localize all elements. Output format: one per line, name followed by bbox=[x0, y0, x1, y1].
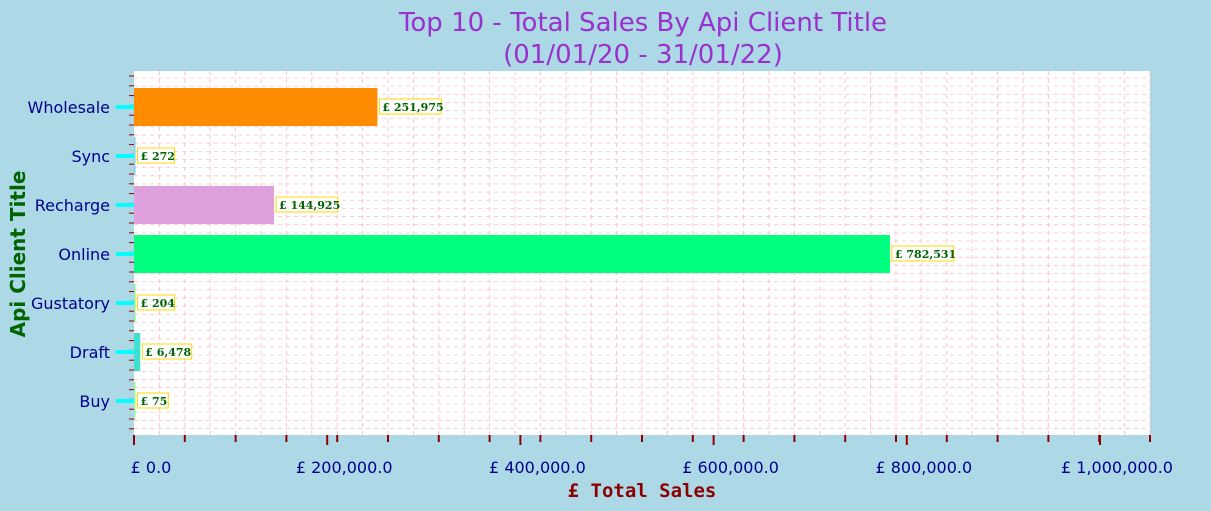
data-label-box bbox=[378, 98, 442, 115]
axis-ticks bbox=[116, 75, 1151, 445]
bar-online bbox=[134, 235, 890, 273]
x-tick-label: £ 600,000.0 bbox=[682, 458, 779, 477]
y-category-label: Wholesale bbox=[28, 98, 110, 117]
data-label: £ 204 bbox=[141, 297, 176, 310]
x-tick-label: £ 400,000.0 bbox=[489, 458, 586, 477]
y-category-label: Gustatory bbox=[31, 294, 110, 313]
x-tick-label: £ 800,000.0 bbox=[875, 458, 972, 477]
x-tick-label: £ 1,000,000.0 bbox=[1061, 458, 1173, 477]
x-axis-label: £ Total Sales bbox=[568, 480, 717, 502]
data-label: £ 75 bbox=[141, 395, 168, 408]
chart-title-line2: (01/01/20 - 31/01/22) bbox=[503, 40, 783, 70]
data-label-box bbox=[891, 245, 955, 262]
bar-sync bbox=[134, 137, 136, 175]
y-category-label: Online bbox=[58, 245, 110, 264]
y-category-label: Recharge bbox=[35, 196, 110, 215]
data-label: £ 251,975 bbox=[382, 101, 443, 114]
x-tick-label: £ 0.0 bbox=[131, 458, 172, 477]
data-label-box bbox=[275, 196, 339, 213]
data-labels: £ 251,975 £ 272 £ 144,925 £ 782,531 £ 204 £ 6… bbox=[137, 98, 956, 409]
x-tick-label: £ 200,000.0 bbox=[296, 458, 393, 477]
y-category-label: Sync bbox=[71, 147, 110, 166]
data-label-box bbox=[141, 343, 193, 360]
bars bbox=[134, 88, 890, 420]
y-axis-categories: Wholesale Sync Recharge Online Gustatory Draf… bbox=[28, 98, 110, 411]
bar-recharge bbox=[134, 186, 274, 224]
data-label: £ 6,478 bbox=[145, 346, 191, 359]
x-axis-tick-labels: £ 0.0 £ 200,000.0 £ 400,000.0 £ 600,000.0 £ … bbox=[131, 458, 1173, 477]
data-label: £ 272 bbox=[141, 150, 175, 163]
chart-title-line1: Top 10 - Total Sales By Api Client Title bbox=[398, 8, 887, 38]
y-axis-label: Api Client Title bbox=[6, 171, 30, 338]
data-label: £ 144,925 bbox=[279, 199, 340, 212]
bar-buy bbox=[134, 382, 136, 420]
data-label: £ 782,531 bbox=[895, 248, 956, 261]
data-label-box bbox=[137, 392, 169, 409]
y-category-label: Buy bbox=[79, 392, 110, 411]
bar-gustatory bbox=[134, 284, 136, 322]
y-category-label: Draft bbox=[70, 343, 110, 362]
bar-wholesale bbox=[134, 88, 378, 126]
bar-draft bbox=[134, 333, 141, 371]
data-label-box bbox=[137, 294, 175, 311]
data-label-box bbox=[137, 147, 175, 164]
